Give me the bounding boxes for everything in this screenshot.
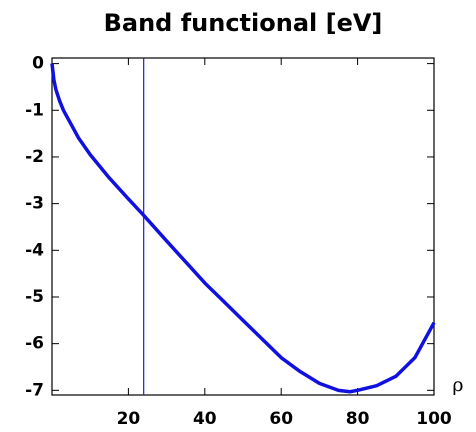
x-tick-label: 20	[117, 409, 141, 429]
y-tick-label: -7	[25, 380, 44, 400]
plot-frame	[51, 57, 435, 396]
x-tick-label: 80	[346, 409, 370, 429]
x-tick-label: 40	[193, 409, 217, 429]
x-axis-label: ρ	[452, 374, 463, 396]
x-tick-label: 60	[269, 409, 293, 429]
y-tick-label: -2	[25, 147, 44, 167]
y-tick-label: -3	[25, 194, 44, 214]
y-tick-label: -5	[25, 287, 44, 307]
y-tick-label: -6	[25, 334, 44, 354]
x-tick-label: 100	[416, 409, 452, 429]
y-tick-label: -4	[25, 240, 44, 260]
chart-title: Band functional [eV]	[104, 9, 383, 37]
data-line	[50, 63, 436, 394]
y-tick-label: -1	[25, 100, 44, 120]
y-tick-label: 0	[32, 54, 44, 74]
